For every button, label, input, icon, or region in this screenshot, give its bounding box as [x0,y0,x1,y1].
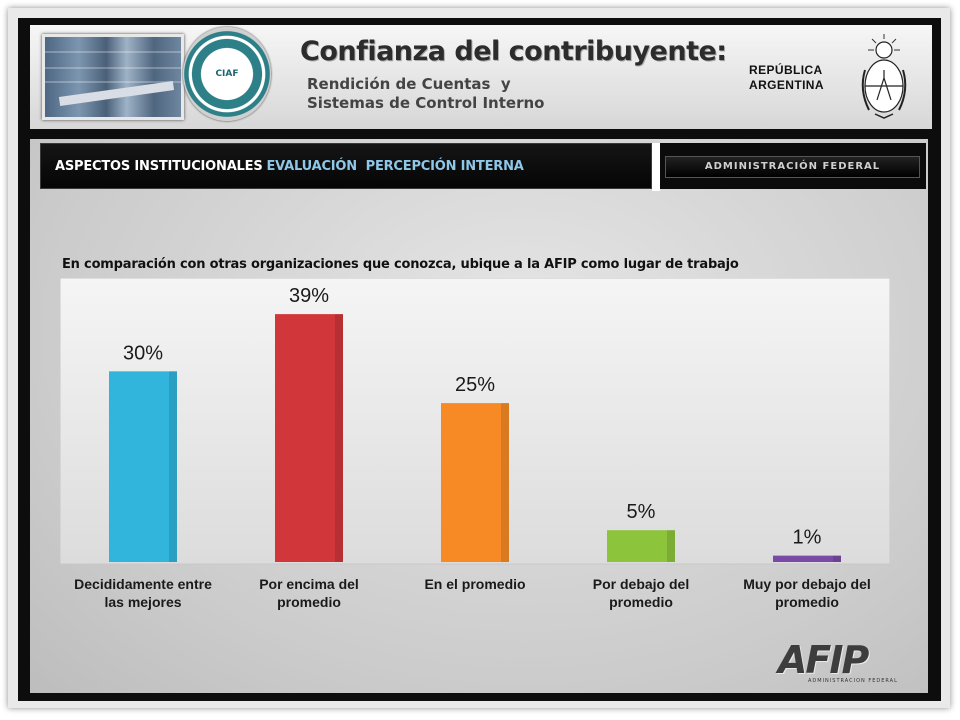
section-title-highlight: EVALUACIÓN PERCEPCIÓN INTERNA [266,159,524,174]
bar-shade-2 [501,403,509,562]
bar-shade-1 [335,314,343,562]
data-label-1: 39% [289,285,329,307]
section-bar [40,143,652,189]
photo-sign [58,81,175,106]
page-subtitle: Rendición de Cuentas y Sistemas de Contr… [307,75,544,113]
bar-shade-3 [667,530,675,562]
data-label-2: 25% [455,374,495,396]
bar-0 [109,371,177,562]
data-label-4: 1% [793,527,822,549]
category-label-1-1: promedio [277,594,341,610]
bar-chart: 30% 39% 25% 5% 1% Decididamente entre las mej… [60,278,890,610]
bar-3 [607,530,675,562]
category-label-3-0: Por debajo del [593,576,689,592]
section-title: ASPECTOS INSTITUCIONALES EVALUACIÓN PERCE… [55,159,524,174]
ciaf-seal-logo: CIAF [183,27,271,121]
section-title-main: ASPECTOS INSTITUCIONALES [55,159,263,174]
afip-logo-subtext: ADMINISTRACION FEDERAL [808,678,898,684]
bar-1 [275,314,343,562]
country-line-1: REPÚBLICA [749,63,823,77]
page-title: Confianza del contribuyente: [300,36,727,67]
bar-shade-0 [169,371,177,562]
country-line-2: ARGENTINA [749,78,824,92]
category-label-1-0: Por encima del [259,576,359,592]
administration-tag-bar: ADMINISTRACIÓN FEDERAL [660,143,926,189]
country-label: REPÚBLICA ARGENTINA [749,63,824,93]
bar-4 [773,555,841,562]
chart-question: En comparación con otras organizaciones … [62,257,739,272]
seal-text: CIAF [215,69,239,79]
category-label-4-0: Muy por debajo del [743,576,871,592]
afip-logo-text: AFIP [778,638,869,682]
bar-shade-4 [833,555,841,562]
category-label-3-1: promedio [609,594,673,610]
category-label-4-1: promedio [775,594,839,610]
administration-tag: ADMINISTRACIÓN FEDERAL [665,156,920,178]
category-label-0-1: las mejores [104,594,181,610]
data-label-0: 30% [123,342,163,364]
coat-of-arms-icon [861,34,907,119]
category-label-2-0: En el promedio [424,576,525,592]
building-photo [42,34,184,120]
subtitle-line-2: Sistemas de Control Interno [307,94,545,112]
bar-2 [441,403,509,562]
subtitle-line-1: Rendición de Cuentas y [307,75,511,93]
category-label-0-0: Decididamente entre [74,576,212,592]
section-bar-divider [652,143,660,191]
afip-logo: AFIP ADMINISTRACION FEDERAL [778,638,918,690]
data-label-3: 5% [627,501,656,523]
